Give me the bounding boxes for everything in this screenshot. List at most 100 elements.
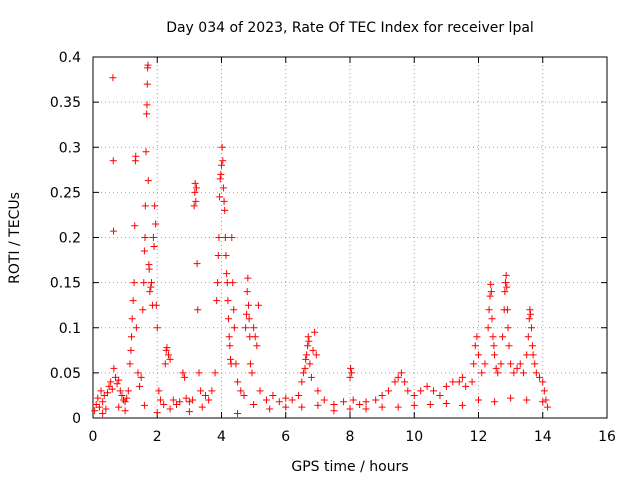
data-point [455, 378, 463, 386]
data-point [529, 351, 537, 359]
data-point [462, 382, 470, 390]
data-point [314, 401, 322, 409]
x-tick-label: 16 [598, 429, 616, 445]
data-point [123, 394, 131, 402]
data-point [372, 396, 380, 404]
data-point [147, 279, 155, 287]
data-point [214, 279, 222, 287]
data-point [491, 398, 499, 406]
data-point [164, 351, 172, 359]
data-point [266, 405, 274, 413]
data-point [222, 252, 230, 260]
data-point [256, 387, 264, 395]
data-point [146, 288, 154, 296]
data-point [340, 398, 348, 406]
data-point [132, 152, 140, 160]
data-point [193, 260, 201, 268]
data-point [121, 407, 129, 415]
y-tick-label: 0.15 [50, 276, 81, 292]
data-point [134, 369, 142, 377]
data-point [470, 360, 478, 368]
data-point [485, 306, 493, 314]
data-point [215, 234, 223, 241]
data-point [253, 342, 261, 350]
y-tick-label: 0.3 [59, 140, 81, 156]
data-point [298, 403, 306, 411]
data-point [160, 400, 168, 408]
data-point [136, 382, 144, 390]
data-point [492, 364, 500, 372]
data-point [240, 391, 248, 399]
data-point [225, 333, 233, 341]
data-point [140, 401, 148, 409]
data-point [330, 407, 338, 415]
data-point [149, 234, 157, 241]
data-point [234, 378, 242, 386]
data-point [169, 396, 177, 404]
data-point [213, 297, 221, 305]
data-point [503, 283, 511, 291]
data-point [244, 274, 252, 282]
data-point [478, 369, 486, 377]
data-point [141, 234, 149, 241]
data-point [218, 143, 226, 151]
data-point [109, 157, 117, 165]
data-point [417, 387, 425, 395]
data-point [489, 333, 497, 341]
data-point [436, 391, 444, 399]
data-point [234, 409, 242, 417]
data-point [99, 409, 107, 417]
data-point [115, 376, 123, 384]
x-tick-label: 2 [153, 429, 162, 445]
data-point [410, 401, 418, 409]
data-point [128, 315, 136, 323]
data-point [523, 396, 531, 404]
data-point [194, 306, 202, 314]
data-point [501, 288, 509, 296]
data-point [163, 344, 171, 352]
data-point [115, 403, 123, 411]
x-tick-label: 6 [281, 429, 290, 445]
data-point [129, 297, 137, 305]
data-point [131, 222, 139, 230]
data-point [243, 310, 251, 318]
data-point [225, 315, 233, 323]
data-point [503, 306, 511, 314]
data-point [219, 157, 227, 165]
data-point [242, 324, 250, 332]
data-point [330, 400, 338, 408]
data-point [528, 342, 536, 350]
x-tick-label: 4 [217, 429, 226, 445]
data-point [145, 265, 153, 273]
data-point [501, 279, 509, 287]
x-tick-label: 10 [405, 429, 423, 445]
x-tick-label: 0 [89, 429, 98, 445]
data-point [302, 355, 310, 363]
data-point [153, 409, 161, 417]
data-point [107, 378, 115, 386]
data-point [362, 398, 370, 406]
data-point [282, 403, 290, 411]
data-point [185, 408, 193, 416]
data-point [118, 391, 126, 399]
data-point [140, 247, 148, 255]
grid-lines [93, 57, 607, 418]
data-point [230, 324, 238, 332]
data-point [143, 110, 151, 118]
data-point [229, 279, 237, 287]
data-point [542, 396, 550, 404]
data-point [320, 396, 328, 404]
data-point [410, 391, 418, 399]
data-point [298, 378, 306, 386]
data-point [243, 288, 251, 296]
data-point [524, 333, 532, 341]
data-point [430, 387, 438, 395]
data-point [152, 220, 160, 228]
data-point [143, 80, 151, 88]
data-point [532, 369, 540, 377]
data-point [244, 301, 252, 309]
data-point [528, 324, 536, 332]
data-point [130, 279, 138, 287]
data-point [126, 360, 134, 368]
data-point [305, 337, 313, 345]
